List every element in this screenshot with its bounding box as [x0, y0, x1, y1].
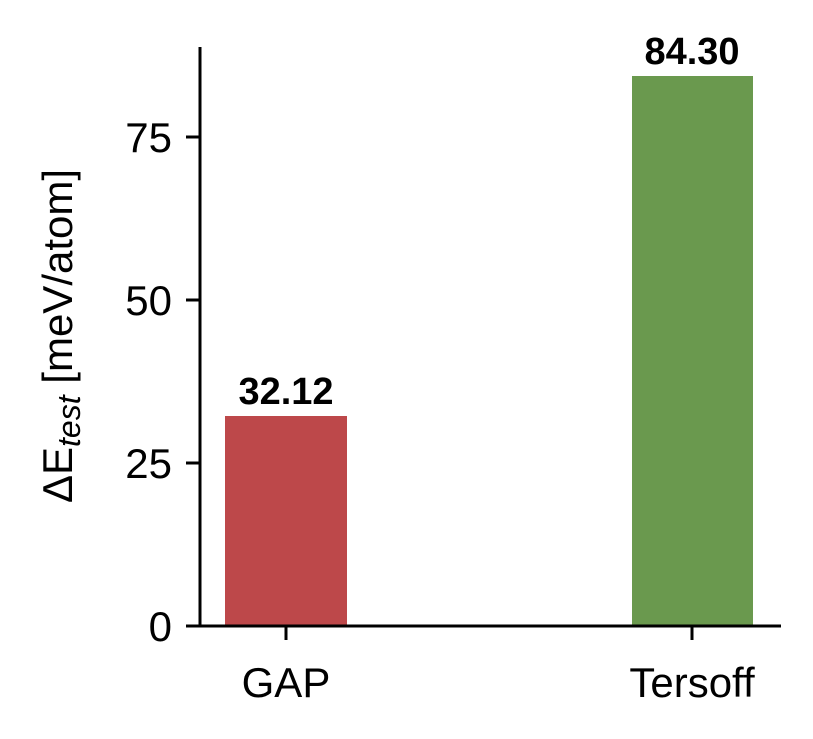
ytick-label-0: 0 [149, 603, 172, 650]
x-ticks [284, 626, 694, 640]
bar-tersoff [632, 76, 753, 626]
ytick-label-75: 75 [125, 114, 172, 161]
xtick-label-tersoff: Tersoff [629, 659, 755, 706]
value-label-tersoff: 84.30 [644, 31, 739, 73]
value-label-gap: 32.12 [238, 371, 333, 413]
xtick-label-gap: GAP [242, 659, 331, 706]
ytick-label-25: 25 [125, 440, 172, 487]
y-axis-label: ΔEtest [meV/atom] [34, 169, 87, 503]
bar-gap [225, 416, 347, 626]
ytick-label-50: 50 [125, 277, 172, 324]
y-ticks [186, 135, 200, 628]
